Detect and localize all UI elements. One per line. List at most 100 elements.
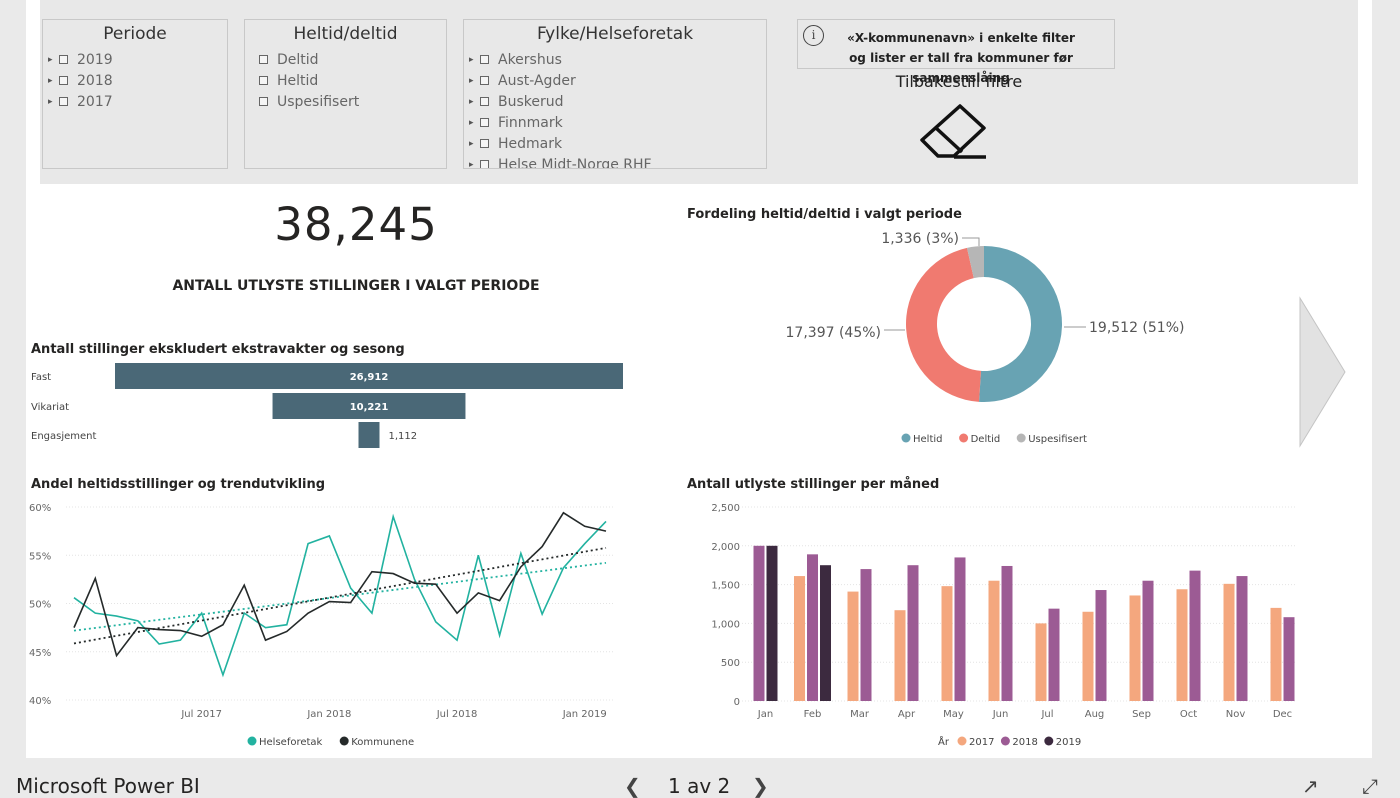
category-label: Vikariat — [31, 402, 69, 413]
checkbox[interactable] — [480, 160, 489, 168]
bar — [358, 422, 380, 448]
notice-text: «X-kommunenavn» i enkelte filter og list… — [808, 28, 1114, 88]
column-bar — [1035, 623, 1047, 701]
chevron-right-icon[interactable]: ▸ — [469, 138, 474, 149]
kpi-value: 38,245 — [274, 198, 438, 251]
y-tick-label: 55% — [29, 551, 51, 562]
legend-label: Heltid — [913, 434, 943, 445]
slicer-item-hedmark[interactable]: ▸ Hedmark — [464, 133, 766, 154]
page-indicator: 1 av 2 — [668, 774, 731, 798]
reset-filters-label[interactable]: Tilbakestill filtre — [895, 72, 1023, 91]
slicer-title: Heltid/deltid — [293, 24, 398, 44]
stillinger-bar-chart[interactable]: Fast 26,912 Vikariat 10,221 Engasjement 1,112 — [26, 358, 666, 454]
slicer-item-label: 2017 — [77, 93, 113, 110]
slicer-item-2017[interactable]: ▸ 2017 — [43, 91, 227, 112]
data-label: 26,912 — [350, 372, 389, 383]
checkbox[interactable] — [259, 76, 268, 85]
y-tick-label: 2,500 — [711, 503, 740, 514]
app-name: Microsoft Power BI — [16, 774, 200, 798]
checkbox[interactable] — [59, 76, 68, 85]
column-bar — [1095, 590, 1107, 701]
y-tick-label: 60% — [29, 503, 51, 514]
column-bar — [954, 557, 966, 701]
column-bar — [1176, 589, 1188, 701]
slicer-item-uspesifisert[interactable]: Uspesifisert — [245, 91, 446, 112]
heltid-trend-line-chart[interactable]: 60% 55% 50% 45% 40% Jul 2017 Jan 2018 Jul 2018 J… — [26, 492, 666, 754]
checkbox[interactable] — [59, 97, 68, 106]
monthly-column-chart[interactable]: 2,500 2,000 1,500 1,000 500 0 Jan Feb Mar Apr May J… — [676, 492, 1296, 754]
legend-label: Uspesifisert — [1028, 434, 1087, 445]
slicer-item-buskerud[interactable]: ▸ Buskerud — [464, 91, 766, 112]
slicer-item-heltid[interactable]: Heltid — [245, 70, 446, 91]
slicer-item-label: Aust-Agder — [498, 72, 576, 89]
donut-slice — [906, 247, 981, 402]
expand-icon[interactable]: ⤢ — [1362, 774, 1378, 798]
data-label: 1,336 (3%) — [881, 231, 959, 247]
legend-label: Kommunene — [351, 737, 414, 748]
chevron-right-icon[interactable]: ▸ — [469, 75, 474, 86]
slicer-item-label: Helse Midt-Norge RHF — [498, 156, 652, 169]
category-label: Engasjement — [31, 431, 97, 442]
legend-marker — [957, 736, 967, 746]
slicer-item-label: Uspesifisert — [277, 93, 360, 110]
chevron-right-icon[interactable]: ▸ — [48, 96, 53, 107]
periode-slicer: Periode ▸ 2019 ▸ 2018 ▸ 2017 — [42, 19, 228, 169]
y-tick-label: 2,000 — [711, 542, 740, 553]
donut-slice — [967, 246, 984, 279]
share-icon[interactable]: ↗ — [1302, 774, 1319, 798]
chevron-right-icon[interactable]: ▸ — [469, 96, 474, 107]
legend-marker — [247, 736, 257, 746]
column-bar — [988, 580, 1000, 701]
checkbox[interactable] — [259, 55, 268, 64]
trend-line — [73, 561, 607, 632]
heltid-donut-chart[interactable]: 19,512 (51%) 17,397 (45%) 1,336 (3%) Heltid… — [686, 222, 1246, 452]
checkbox[interactable] — [59, 55, 68, 64]
checkbox[interactable] — [480, 97, 489, 106]
next-page-chevron-icon[interactable] — [1298, 296, 1348, 448]
x-tick-label: Aug — [1085, 709, 1105, 720]
x-tick-label: Jun — [992, 709, 1009, 720]
bar — [115, 363, 623, 389]
x-tick-label: Jul 2017 — [180, 709, 222, 720]
chevron-right-icon[interactable]: ▸ — [469, 54, 474, 65]
slicer-item-label: Deltid — [277, 51, 319, 68]
chevron-right-icon[interactable]: ▸ — [48, 75, 53, 86]
x-tick-label: Sep — [1132, 709, 1151, 720]
y-tick-label: 1,000 — [711, 619, 740, 630]
slicer-item-aust-agder[interactable]: ▸ Aust-Agder — [464, 70, 766, 91]
slicer-title: Periode — [103, 24, 167, 44]
chevron-right-icon[interactable]: ▸ — [48, 54, 53, 65]
checkbox[interactable] — [480, 55, 489, 64]
slicer-item-finnmark[interactable]: ▸ Finnmark — [464, 112, 766, 133]
checkbox[interactable] — [259, 97, 268, 106]
y-tick-label: 1,500 — [711, 581, 740, 592]
slicer-item-akershus[interactable]: ▸ Akershus — [464, 49, 766, 70]
x-tick-label: Oct — [1180, 709, 1197, 720]
slicer-item-deltid[interactable]: Deltid — [245, 49, 446, 70]
chevron-right-icon[interactable]: ▸ — [469, 159, 474, 169]
legend-label: 2017 — [969, 737, 994, 748]
slicer-item-2018[interactable]: ▸ 2018 — [43, 70, 227, 91]
checkbox[interactable] — [480, 76, 489, 85]
checkbox[interactable] — [480, 139, 489, 148]
column-bar — [1001, 565, 1013, 701]
eraser-icon[interactable] — [920, 100, 992, 162]
y-tick-label: 40% — [29, 696, 51, 707]
slicer-item-helse-midt-norge[interactable]: ▸ Helse Midt-Norge RHF — [464, 154, 766, 169]
checkbox[interactable] — [480, 118, 489, 127]
slicer-item-2019[interactable]: ▸ 2019 — [43, 49, 227, 70]
slicer-item-label: Finnmark — [498, 114, 563, 131]
column-bar — [807, 554, 818, 701]
y-tick-label: 50% — [29, 600, 51, 611]
column-bar — [766, 545, 778, 701]
chevron-right-icon[interactable]: ❯ — [752, 774, 769, 798]
x-tick-label: Jul 2018 — [436, 709, 478, 720]
data-label: 17,397 (45%) — [786, 325, 881, 341]
chevron-left-icon[interactable]: ❮ — [624, 774, 641, 798]
x-tick-label: Apr — [898, 709, 916, 720]
y-tick-label: 500 — [721, 658, 740, 669]
legend-label: Deltid — [971, 434, 1001, 445]
monthly-chart-title: Antall utlyste stillinger per måned — [687, 477, 940, 492]
column-bar — [1048, 608, 1060, 701]
chevron-right-icon[interactable]: ▸ — [469, 117, 474, 128]
